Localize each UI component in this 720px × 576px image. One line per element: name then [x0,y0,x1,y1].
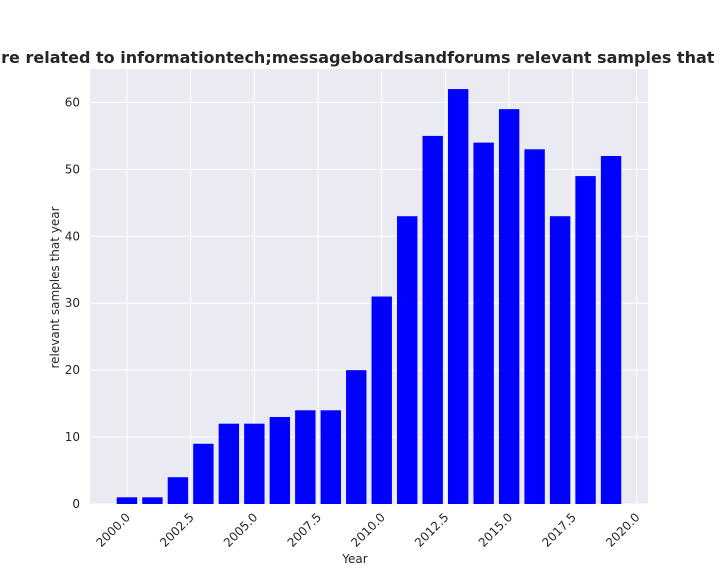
bar [498,109,520,505]
bar [320,410,341,504]
y-tick-label: 60 [65,95,80,109]
bar [575,176,596,505]
bar [422,135,443,504]
x-axis-ticks: 2000.0 2002.5 2005.0 2007.5 2010.0 2012.5 2015… [93,510,642,550]
bar [371,296,392,504]
x-tick-label: 2015.0 [476,510,516,550]
x-tick-label: 2012.5 [412,510,452,550]
bar [193,443,214,504]
bar [218,423,240,504]
bar [397,216,418,504]
bar [346,370,367,504]
bars [116,89,622,505]
bar [295,410,316,504]
x-tick-label: 2017.5 [539,510,579,550]
y-axis-ticks: 0 10 20 30 40 50 60 [65,95,80,511]
bar [600,156,622,504]
y-tick-label: 0 [72,497,80,511]
y-tick-label: 40 [65,229,80,243]
x-tick-label: 2002.5 [157,510,197,550]
bar [116,497,138,504]
x-axis-label: Year [341,552,367,566]
chart-title: Number of samples are related to informa… [0,48,720,67]
bar [524,149,545,505]
bar [447,89,469,505]
x-tick-label: 2020.0 [603,510,643,550]
x-tick-label: 2005.0 [221,510,261,550]
y-tick-label: 30 [65,296,80,310]
bar [142,497,163,504]
y-tick-label: 50 [65,162,80,176]
x-tick-label: 2007.5 [285,510,325,550]
bar [549,216,571,504]
bar [473,142,494,504]
bar [167,477,189,504]
y-tick-label: 10 [65,430,80,444]
y-axis-label: relevant samples that year [48,206,62,368]
y-tick-label: 20 [65,363,80,377]
x-tick-label: 2000.0 [93,510,133,550]
x-tick-label: 2010.0 [348,510,388,550]
bar [269,417,291,504]
bar [244,423,265,504]
